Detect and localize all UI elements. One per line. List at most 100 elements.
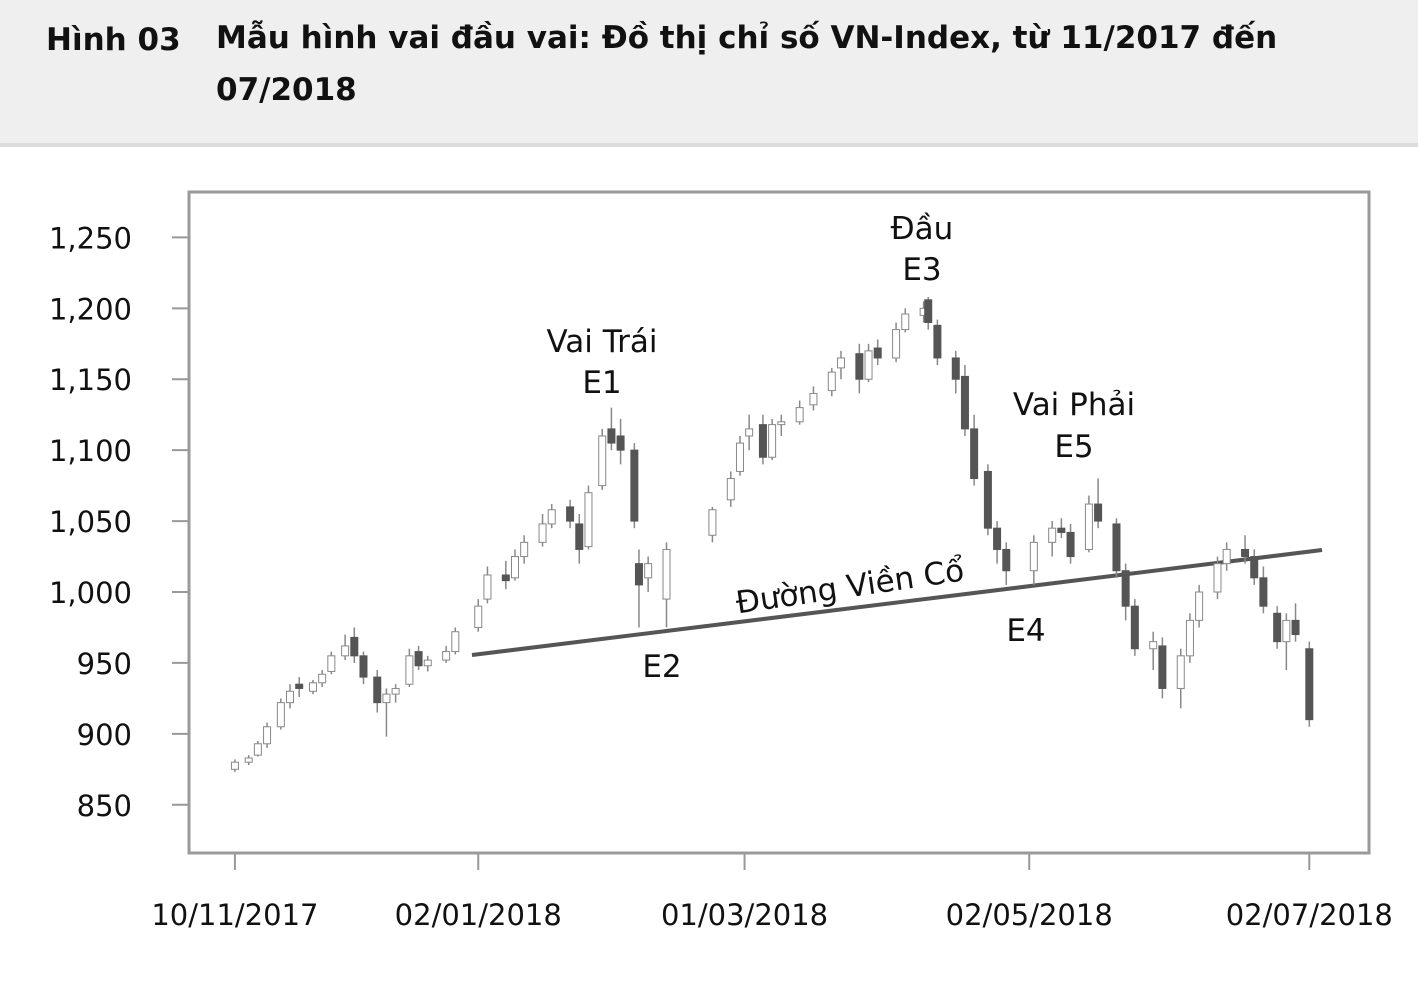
candle-body bbox=[708, 509, 717, 536]
candle-body bbox=[970, 428, 979, 480]
candle-body bbox=[295, 683, 304, 689]
y-tick-label: 1,100 bbox=[49, 434, 132, 468]
candle-body bbox=[924, 299, 933, 323]
candle-body bbox=[1057, 527, 1066, 533]
candle-body bbox=[1121, 570, 1130, 607]
candle-body bbox=[836, 357, 845, 369]
candle-body bbox=[318, 673, 327, 684]
candle-body bbox=[1305, 648, 1314, 721]
candle-body bbox=[373, 676, 382, 704]
figure-label: Hình 03 bbox=[46, 22, 181, 58]
candle-body bbox=[414, 651, 423, 667]
candle-body bbox=[276, 702, 285, 728]
candle-body bbox=[547, 509, 556, 525]
candle-body bbox=[735, 442, 744, 472]
candle-body bbox=[350, 636, 359, 657]
candle-body bbox=[327, 655, 336, 672]
candle-body bbox=[1130, 605, 1139, 650]
candle-body bbox=[286, 690, 295, 704]
annotation: Đường Viền Cổ bbox=[734, 553, 967, 622]
candle-body bbox=[1222, 548, 1231, 565]
candle-body bbox=[1282, 619, 1291, 643]
candle-body bbox=[616, 435, 625, 451]
candle-body bbox=[391, 687, 400, 695]
candle-body bbox=[1176, 655, 1185, 689]
annotation: E1 bbox=[582, 365, 621, 401]
neckline bbox=[471, 548, 1323, 657]
candle-body bbox=[901, 313, 910, 331]
candle-body bbox=[263, 726, 272, 745]
candle-body bbox=[575, 523, 584, 550]
candle-body bbox=[1185, 619, 1194, 657]
candle-body bbox=[1149, 641, 1158, 650]
candle-body bbox=[795, 407, 804, 423]
x-tick-label: 02/01/2018 bbox=[395, 898, 562, 932]
annotation: Đầu bbox=[891, 211, 954, 247]
candle-body bbox=[483, 574, 492, 600]
candle-body bbox=[584, 492, 593, 548]
y-tick-label: 1,000 bbox=[49, 576, 132, 610]
candle-body bbox=[1158, 645, 1167, 689]
candle-body bbox=[405, 655, 414, 685]
candle-body bbox=[598, 435, 607, 487]
candle-body bbox=[474, 605, 483, 628]
candle-body bbox=[308, 682, 317, 692]
y-tick-label: 850 bbox=[77, 789, 132, 823]
candle-body bbox=[960, 375, 969, 430]
candle-body bbox=[777, 421, 786, 426]
header: Hình 03 Mẫu hình vai đầu vai: Đồ thị chỉ… bbox=[0, 0, 1418, 147]
candle-body bbox=[1084, 503, 1093, 550]
candle-body bbox=[983, 470, 992, 529]
candle-body bbox=[1066, 531, 1075, 558]
candle-body bbox=[634, 563, 643, 586]
candle-body bbox=[510, 556, 519, 579]
candle-body bbox=[423, 659, 432, 667]
candle-body bbox=[809, 392, 818, 406]
y-tick-label: 900 bbox=[77, 718, 132, 752]
y-tick-label: 1,250 bbox=[49, 221, 132, 255]
candle-body bbox=[382, 693, 391, 704]
candle-body bbox=[644, 563, 653, 579]
y-tick-label: 1,150 bbox=[49, 363, 132, 397]
annotation: Vai Phải bbox=[1013, 387, 1135, 423]
candle-body bbox=[1048, 527, 1057, 543]
candle-body bbox=[1259, 577, 1268, 607]
candle-body bbox=[873, 347, 882, 359]
candle-body bbox=[864, 350, 873, 380]
candle-body bbox=[1195, 591, 1204, 621]
x-tick-label: 02/07/2018 bbox=[1226, 898, 1393, 932]
candle-body bbox=[758, 424, 767, 458]
y-tick-label: 1,050 bbox=[49, 505, 132, 539]
candle-body bbox=[726, 478, 735, 501]
candle-body bbox=[230, 761, 239, 770]
candle-body bbox=[244, 757, 253, 763]
candle-body bbox=[607, 428, 616, 444]
candle-body bbox=[662, 548, 671, 600]
x-tick-label: 01/03/2018 bbox=[661, 898, 828, 932]
annotation: E2 bbox=[642, 649, 681, 685]
candle-body bbox=[855, 353, 864, 380]
annotation: Vai Trái bbox=[547, 324, 658, 360]
y-tick-label: 950 bbox=[77, 647, 132, 681]
candle-body bbox=[520, 541, 529, 558]
candle-body bbox=[501, 574, 510, 582]
candle-body bbox=[630, 449, 639, 522]
candle-body bbox=[951, 357, 960, 380]
candle-body bbox=[993, 527, 1002, 550]
candle-body bbox=[1094, 503, 1103, 522]
candle-body bbox=[745, 428, 754, 437]
annotation: E3 bbox=[902, 252, 941, 288]
candle-body bbox=[892, 329, 901, 359]
candle-body bbox=[1250, 556, 1259, 579]
candle-body bbox=[442, 651, 451, 661]
annotation: E5 bbox=[1054, 429, 1093, 465]
chart-title: Mẫu hình vai đầu vai: Đồ thị chỉ số VN-I… bbox=[216, 20, 1278, 108]
candle-body bbox=[1213, 563, 1222, 593]
candle-body bbox=[1029, 541, 1038, 572]
candle-body bbox=[359, 655, 368, 678]
x-tick-label: 02/05/2018 bbox=[946, 898, 1113, 932]
candle-body bbox=[566, 506, 575, 522]
candle-body bbox=[1273, 612, 1282, 643]
candle-body bbox=[253, 743, 262, 756]
